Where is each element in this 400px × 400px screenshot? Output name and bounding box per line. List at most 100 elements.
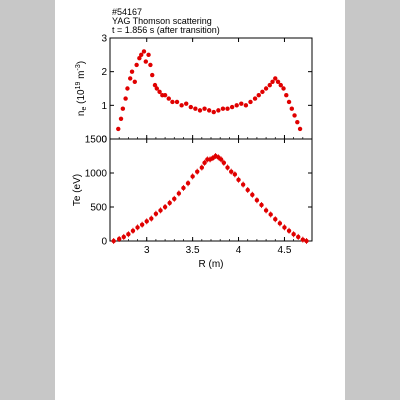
data-point	[176, 191, 182, 196]
data-point	[256, 93, 261, 98]
data-point	[197, 108, 203, 113]
data-point	[179, 103, 184, 108]
data-point	[118, 116, 124, 122]
data-point	[225, 165, 230, 170]
data-point	[126, 232, 131, 237]
y-tick-label: 1000	[85, 169, 108, 180]
data-point	[263, 208, 269, 213]
data-point	[304, 238, 309, 244]
data-point	[188, 104, 193, 110]
data-point	[240, 182, 246, 187]
x-axis-label: R (m)	[199, 259, 224, 270]
data-point	[150, 72, 155, 78]
data-point	[116, 126, 121, 132]
data-point	[167, 200, 172, 206]
data-point	[282, 225, 287, 230]
x-tick-label: 4.5	[278, 245, 292, 256]
data-point	[245, 187, 250, 193]
data-point	[199, 165, 205, 170]
y-axis-label: ne (1019 m-3)	[75, 61, 88, 116]
data-point	[202, 106, 207, 111]
data-point	[286, 228, 292, 233]
y-tick-label: 0	[101, 237, 107, 248]
data-point	[221, 160, 227, 165]
figure-svg: 0 1 2 3 ne (1019 m-3) 0 500 1000 1500 3 3.5 4 4.5 Te…	[72, 34, 313, 270]
data-point	[144, 219, 149, 224]
figure-page: #54167 YAG Thomson scattering t = 1.856 …	[55, 0, 345, 400]
data-point	[252, 96, 258, 101]
data-point	[254, 198, 260, 203]
diagnostic-name: YAG Thomson scattering	[112, 16, 212, 26]
x-tick-label: 3.5	[186, 245, 200, 256]
data-point	[263, 86, 269, 91]
data-point	[184, 101, 189, 106]
data-point	[154, 86, 160, 91]
data-point	[134, 62, 139, 68]
data-point	[149, 216, 154, 221]
data-point	[181, 185, 186, 191]
data-point	[111, 238, 116, 244]
data-point	[206, 108, 212, 113]
data-point	[239, 101, 244, 106]
data-point	[172, 196, 177, 202]
data-point	[193, 106, 198, 111]
y-tick-label: 3	[101, 34, 107, 45]
data-point	[132, 79, 137, 84]
data-point	[202, 160, 207, 165]
data-point	[166, 96, 171, 101]
data-point	[275, 79, 281, 84]
data-point	[295, 119, 300, 125]
data-point	[216, 108, 221, 113]
y-tick-label: 0	[101, 135, 107, 146]
data-point	[135, 225, 140, 230]
data-point	[121, 234, 126, 240]
data-point	[116, 236, 122, 242]
data-point	[195, 169, 200, 174]
data-point	[137, 56, 142, 61]
data-point	[268, 212, 273, 217]
data-point	[267, 82, 272, 88]
data-point	[128, 76, 133, 81]
data-point	[211, 109, 216, 115]
data-point	[225, 106, 230, 111]
data-point	[148, 62, 153, 68]
time-annotation: t = 1.856 s (after transition)	[112, 25, 220, 35]
data-point	[146, 52, 151, 58]
data-point	[236, 177, 241, 182]
data-point	[281, 86, 286, 91]
y-axis-label: Te (eV)	[72, 174, 83, 206]
data-point	[292, 113, 297, 118]
data-point	[129, 69, 135, 74]
data-point	[234, 103, 239, 108]
data-point	[158, 208, 163, 213]
x-tick-label: 4	[236, 245, 242, 256]
y-tick-label: 500	[90, 203, 107, 214]
data-point	[120, 106, 126, 111]
data-point	[139, 222, 145, 227]
data-point	[259, 202, 264, 208]
data-point	[130, 228, 136, 233]
data-point	[162, 93, 168, 98]
data-point	[143, 59, 149, 64]
data-point	[174, 99, 180, 105]
data-point	[273, 76, 278, 81]
y-tick-label: 2	[101, 67, 107, 78]
data-point	[270, 79, 275, 84]
data-point	[250, 192, 255, 197]
x-tick-label: 3	[144, 245, 150, 256]
temperature-panel: 0 500 1000 1500 3 3.5 4 4.5 Te (eV) R (m)	[72, 135, 313, 270]
shot-number: #54167	[112, 7, 143, 17]
data-point	[229, 104, 235, 110]
data-point	[123, 96, 128, 101]
data-point	[296, 234, 301, 240]
density-panel: 0 1 2 3 ne (1019 m-3)	[75, 34, 313, 146]
data-point	[218, 157, 224, 162]
data-point	[190, 174, 195, 179]
data-point	[300, 237, 306, 242]
data-point	[260, 89, 265, 95]
data-point	[229, 169, 234, 174]
data-point	[185, 181, 191, 186]
data-point	[125, 86, 130, 91]
y-tick-label: 1500	[85, 135, 108, 146]
data-point	[289, 106, 294, 111]
